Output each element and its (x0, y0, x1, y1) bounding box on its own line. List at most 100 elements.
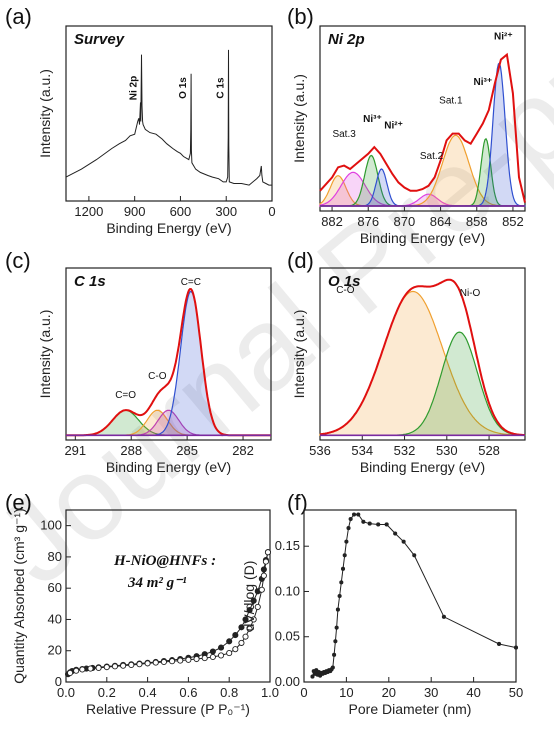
bet-annotation: H-NiO@HNFs : (113, 553, 216, 569)
x-tick-label: 876 (357, 214, 379, 229)
series-line-data (65, 49, 272, 186)
y-tick-label: 0.15 (275, 538, 300, 553)
data-point (152, 659, 159, 666)
data-point (73, 667, 80, 674)
data-point (67, 669, 74, 676)
panel-label: (f) (287, 490, 308, 515)
data-point (250, 616, 257, 623)
x-tick-label: 530 (436, 443, 458, 458)
x-axis-label: Binding Energy (eV) (360, 459, 485, 475)
data-point (217, 644, 225, 651)
data-point (254, 603, 261, 610)
data-point (344, 539, 349, 544)
panel-f: (f) 0 10 20 30 40 50 0.00 0.05 0.10 0.15 Pore Diame… (241, 490, 523, 717)
data-point (376, 522, 381, 527)
data-point (356, 512, 361, 517)
data-point (160, 658, 167, 666)
x-tick-label: 532 (394, 443, 416, 458)
x-tick-label: 852 (502, 214, 524, 229)
data-point (226, 650, 233, 657)
peak-label: Sat.1 (439, 95, 463, 106)
data-point (111, 663, 119, 670)
x-tick-label: 858 (466, 214, 488, 229)
panel-a: (a) Survey 1200 900 600 300 0 Binding Energy (e… (5, 4, 276, 236)
x-tick-label: 10 (339, 685, 353, 700)
x-tick-label: 300 (215, 204, 237, 219)
data-point (339, 580, 344, 585)
data-point (367, 521, 372, 526)
y-tick-label: 40 (48, 611, 62, 626)
data-point (393, 531, 398, 536)
peak-label: Sat.2 (420, 151, 444, 162)
data-point (193, 655, 200, 663)
x-tick-label: 882 (321, 214, 343, 229)
data-point (209, 653, 216, 661)
data-point (87, 665, 94, 672)
data-point (332, 652, 337, 657)
data-point (238, 624, 245, 631)
data-point (346, 526, 351, 531)
y-axis-label: Intensity (a.u.) (291, 74, 307, 163)
peak-label: Ni³⁺ (473, 77, 492, 88)
peak-label: C-O (148, 371, 167, 382)
data-point (232, 646, 239, 653)
peak-label: Ni 2p (129, 76, 140, 100)
axes-frame (65, 509, 271, 683)
x-tick-label: 288 (120, 443, 142, 458)
data-point (260, 566, 267, 573)
y-axis-label: Intensity (a.u.) (291, 310, 307, 399)
x-tick-label: 534 (351, 443, 373, 458)
data-point (95, 664, 102, 671)
bet-annotation: 34 m² g⁻¹ (127, 575, 187, 591)
data-point (232, 632, 239, 639)
axes-frame (319, 25, 526, 212)
peak-label: Ni³⁺ (363, 114, 382, 125)
x-tick-label: 0.8 (220, 685, 238, 700)
data-point (330, 665, 335, 670)
panel-e: (e) 0.0 0.2 0.4 0.6 0.8 1.0 0 20 40 60 80 100 Relativ… (5, 490, 279, 717)
data-point (103, 664, 110, 671)
y-tick-label: 60 (48, 580, 62, 595)
data-point (238, 639, 245, 646)
x-tick-label: 528 (478, 443, 500, 458)
data-point (310, 674, 315, 679)
y-axis-label: Quantity Absorbed (cm³ g⁻¹) (11, 508, 27, 683)
peak-label: O 1s (178, 77, 189, 99)
peak-label: Ni²⁺ (384, 121, 403, 132)
x-tick-label: 285 (176, 443, 198, 458)
data-point (401, 539, 406, 544)
x-tick-label: 0 (268, 204, 275, 219)
data-point (262, 558, 269, 565)
y-tick-label: 100 (40, 518, 62, 533)
x-tick-label: 282 (232, 443, 254, 458)
data-point (348, 517, 353, 522)
data-point (250, 597, 257, 604)
y-axis-label: Intensity (a.u.) (37, 69, 53, 158)
peak-label: C=O (115, 390, 136, 401)
panel-label: (d) (287, 248, 314, 273)
y-axis-label: dV/dlog (D) (241, 561, 257, 632)
x-tick-label: 870 (394, 214, 416, 229)
data-point (79, 666, 86, 673)
panel-title: O 1s (328, 273, 361, 290)
series-line-data (312, 514, 517, 678)
data-point (342, 553, 347, 558)
data-point (128, 661, 135, 669)
data-point (258, 586, 265, 593)
panel-label: (c) (5, 248, 31, 273)
axes-frame (303, 509, 517, 683)
x-axis-label: Relative Pressure (P P₀⁻¹) (86, 701, 250, 717)
data-point (264, 549, 272, 556)
y-tick-label: 0 (55, 674, 62, 689)
data-point (335, 607, 340, 612)
x-tick-label: 864 (430, 214, 452, 229)
x-tick-label: 0.4 (139, 685, 157, 700)
data-point (333, 639, 338, 644)
axes-frame (65, 25, 273, 202)
panel-title: Ni 2p (328, 31, 365, 48)
data-point (246, 607, 253, 614)
data-point (337, 593, 342, 599)
